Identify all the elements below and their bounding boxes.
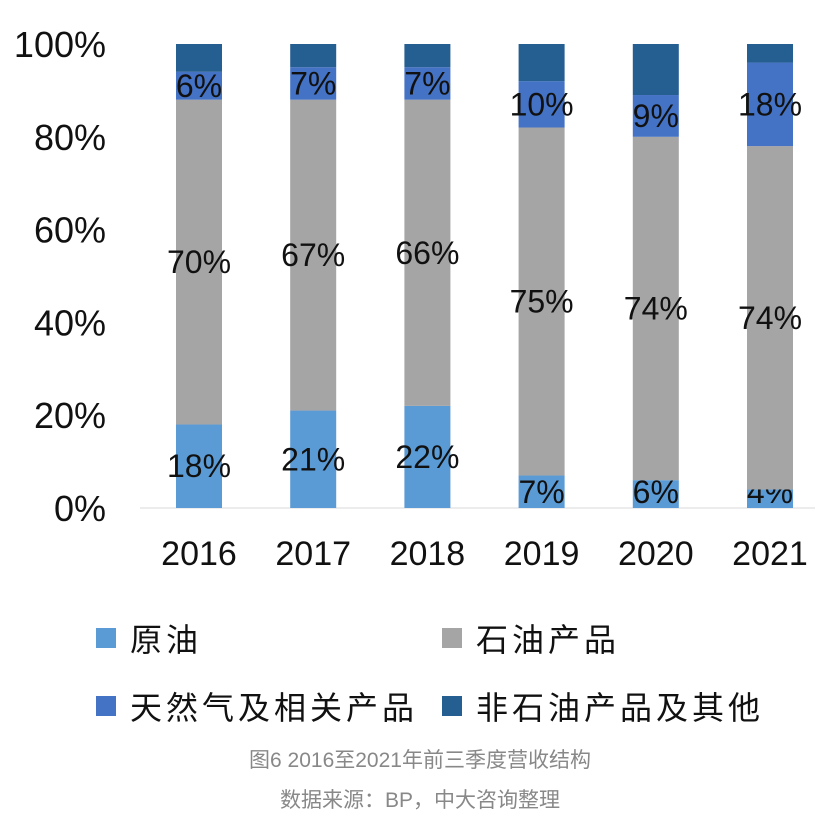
- bar-segment-2020-1: [632, 136, 679, 481]
- y-tick-label: 40%: [34, 302, 106, 343]
- legend-item-crude: 原油: [96, 615, 202, 661]
- bar-segment-2017-3: [290, 44, 337, 68]
- bar-segment-2021-1: [747, 146, 793, 490]
- bar-segment-2021-3: [747, 44, 793, 63]
- y-tick-label: 20%: [34, 395, 106, 436]
- legend-label: 非石油产品及其他: [476, 689, 765, 727]
- legend-swatch: [442, 628, 462, 648]
- data-label: 9%: [633, 98, 679, 134]
- legend-swatch: [96, 696, 116, 716]
- x-tick-label: 2019: [504, 535, 580, 573]
- bar-segment-2020-0: [632, 480, 679, 508]
- x-tick-label: 2018: [390, 535, 466, 573]
- data-label: 66%: [395, 235, 459, 271]
- legend-item-other: 非石油产品及其他: [442, 683, 764, 729]
- legend-item-gas: 天然气及相关产品: [96, 683, 418, 729]
- legend-swatch: [442, 696, 462, 716]
- data-label: 7%: [404, 65, 450, 101]
- data-label: 21%: [281, 441, 345, 477]
- bar-segment-2020-3: [632, 44, 679, 96]
- data-label: 18%: [167, 448, 231, 484]
- bar-segment-2019-0: [518, 475, 565, 508]
- data-label: 10%: [510, 86, 574, 122]
- legend-label: 石油产品: [476, 621, 621, 659]
- x-tick-label: 2020: [618, 535, 694, 573]
- stacked-bar-chart: 0% 20% 40% 60% 80% 100% 18% 70% 6% 2016 21% 67% 7% 20…: [14, 24, 815, 573]
- bar-segment-2020-2: [632, 95, 679, 137]
- bar-segment-2021-0: [747, 489, 793, 508]
- x-tick-label: 2021: [732, 535, 808, 573]
- bar-segment-2016-3: [176, 44, 222, 72]
- x-tick-label: 2016: [161, 535, 237, 573]
- bar-segment-2019-3: [518, 44, 565, 82]
- bar-segment-2017-2: [290, 67, 337, 100]
- legend-item-oil-products: 石油产品: [442, 615, 620, 661]
- y-tick-label: 60%: [34, 210, 106, 251]
- bar-segment-2018-2: [404, 67, 451, 100]
- bar-segment-2017-1: [290, 99, 337, 411]
- bar-segment-2016-2: [176, 71, 222, 100]
- data-label: 75%: [510, 284, 574, 320]
- data-label: 7%: [518, 474, 564, 510]
- data-source: 数据来源：BP，中大咨询整理: [279, 789, 560, 812]
- data-label: 74%: [738, 300, 802, 336]
- bar-segment-2021-2: [747, 62, 793, 147]
- legend-label: 天然气及相关产品: [130, 689, 419, 727]
- data-label: 22%: [395, 439, 459, 475]
- bar-segment-2018-0: [404, 405, 451, 508]
- bar-segment-2016-0: [176, 424, 222, 508]
- data-label: 74%: [624, 290, 688, 326]
- data-label: 6%: [176, 68, 222, 104]
- bar-segment-2019-2: [518, 81, 565, 128]
- bar-segment-2018-3: [404, 44, 451, 68]
- legend-label: 原油: [130, 621, 203, 659]
- y-tick-label: 0%: [54, 488, 106, 529]
- bar-segment-2017-0: [290, 410, 337, 508]
- data-label: 67%: [281, 237, 345, 273]
- bar-segment-2019-1: [518, 127, 565, 476]
- bar-segment-2016-1: [176, 99, 222, 425]
- x-tick-label: 2017: [275, 535, 351, 573]
- legend-swatch: [96, 628, 116, 648]
- bar-segment-2018-1: [404, 99, 451, 406]
- y-tick-label: 80%: [34, 117, 106, 158]
- data-label: 70%: [167, 244, 231, 280]
- figure-caption: 图6 2016至2021年前三季度营收结构: [249, 749, 591, 772]
- data-label: 18%: [738, 86, 802, 122]
- data-label: 7%: [290, 65, 336, 101]
- y-tick-label: 100%: [14, 24, 106, 65]
